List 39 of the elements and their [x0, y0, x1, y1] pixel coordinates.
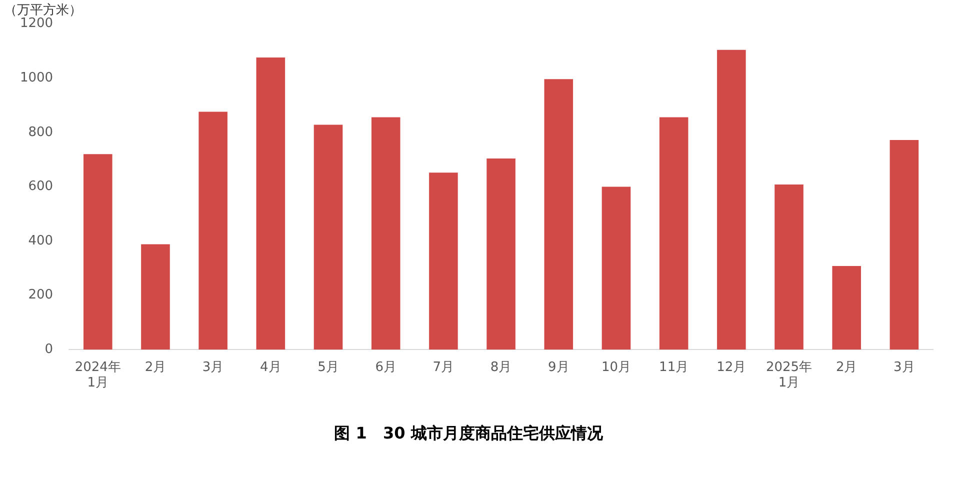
bar: [659, 117, 688, 350]
x-tick-label: 6月: [375, 360, 396, 375]
x-tick-label: 2024年 1月: [74, 360, 121, 390]
x-tick-label: 11月: [659, 360, 689, 375]
bar: [83, 154, 112, 350]
bar: [314, 124, 343, 350]
bar: [198, 112, 228, 350]
y-tick-label: 1200: [20, 16, 54, 32]
x-tick-label: 2月: [144, 360, 166, 375]
bar: [371, 117, 400, 350]
text: 图 1 30 城市月度商品住宅供应情况: [334, 424, 604, 443]
bar: [602, 186, 631, 350]
bar: [486, 158, 516, 350]
x-tick-label: 9月: [548, 360, 570, 375]
x-tick-label: 10月: [601, 360, 632, 375]
x-tick-label: 5月: [318, 360, 339, 375]
x-tick-label: 4月: [260, 360, 282, 375]
y-tick-label: 0: [44, 342, 54, 357]
y-tick-label: 400: [28, 233, 54, 248]
x-tick-label: 8月: [490, 360, 512, 375]
y-tick-label: 1000: [20, 70, 54, 86]
x-tick-label: 3月: [202, 360, 224, 375]
bar: [774, 184, 804, 350]
bar: [429, 172, 458, 350]
y-tick-label: 200: [28, 288, 54, 303]
bar: [890, 140, 919, 350]
bar: [141, 244, 170, 350]
x-tick-label: 3月: [894, 360, 915, 375]
bar: [256, 57, 286, 350]
y-tick-label: 800: [28, 124, 54, 140]
x-tick-label: 2月: [836, 360, 858, 375]
y-tick-label: 600: [28, 179, 54, 194]
x-tick-label: 2025年 1月: [766, 360, 812, 390]
bar: [717, 50, 746, 350]
bar: [544, 79, 574, 350]
bar: [832, 266, 862, 350]
x-tick-label: 7月: [432, 360, 454, 375]
x-tick-label: 12月: [716, 360, 746, 375]
y-axis-title: （万平方米）: [4, 2, 82, 18]
